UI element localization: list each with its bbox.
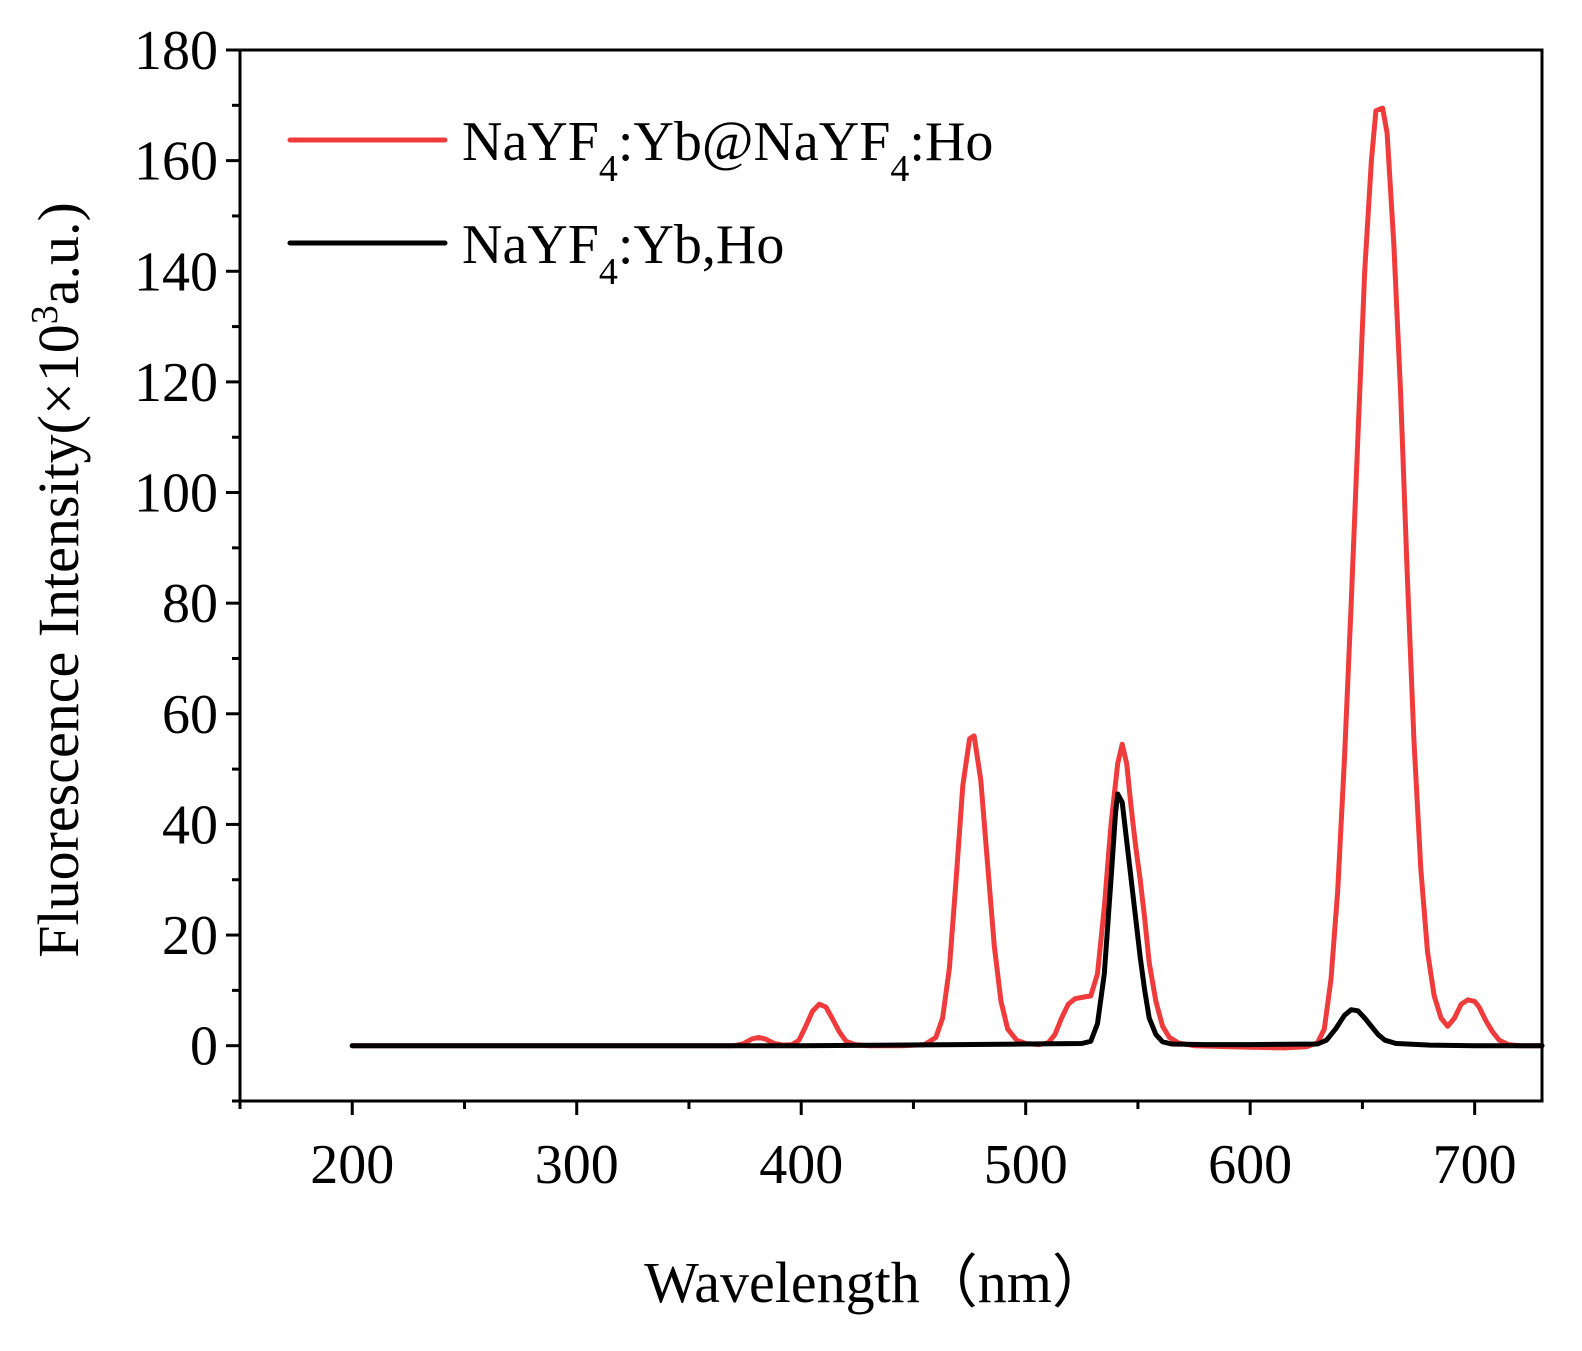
y-tick-label: 140 [134, 241, 218, 303]
y-axis-title-prefix: Fluorescence Intensity(×10 [26, 324, 91, 957]
x-axis-title: Wavelength（nm） [644, 1250, 1110, 1315]
legend-subscript: 4 [890, 148, 909, 190]
y-tick-label: 80 [162, 573, 218, 635]
y-tick-label: 160 [134, 131, 218, 193]
series-layer [349, 105, 1545, 1051]
x-tick-label: 400 [759, 1134, 843, 1196]
legend-text: :Yb,Ho [618, 214, 784, 276]
y-tick-label: 0 [190, 1016, 218, 1078]
y-axis-title-sup: 3 [24, 305, 66, 324]
x-tick-label: 600 [1208, 1134, 1292, 1196]
legend-text: :Ho [909, 111, 993, 173]
legend-text: NaYF [462, 214, 599, 276]
series-line-1 [349, 105, 1545, 1051]
legend-label-1: NaYF4:Yb@NaYF4:Ho [462, 111, 993, 190]
y-axis-title-suffix: a.u.) [26, 202, 91, 305]
axes-layer: 200 300 400 500 600 700 0 20 40 60 80 100 120 140 160 1… [134, 20, 1544, 1196]
y-tick-label: 20 [162, 905, 218, 967]
legend-text: :Yb@NaYF [618, 111, 890, 173]
y-axis-title: Fluorescence Intensity(×103a.u.) [24, 202, 91, 958]
series-line-2 [349, 791, 1545, 1049]
y-tick-label: 40 [162, 794, 218, 856]
x-tick-label: 700 [1433, 1134, 1517, 1196]
y-tick-label: 100 [134, 463, 218, 525]
plot-frame [238, 48, 1544, 1103]
legend-text: NaYF [462, 111, 599, 173]
y-tick-label: 60 [162, 684, 218, 746]
x-tick-label: 500 [984, 1134, 1068, 1196]
x-tick-label: 300 [535, 1134, 619, 1196]
y-tick-label: 180 [134, 20, 218, 82]
legend-subscript: 4 [599, 148, 618, 190]
x-tick-label: 200 [310, 1134, 394, 1196]
y-tick-label: 120 [134, 352, 218, 414]
legend-subscript: 4 [599, 251, 618, 293]
legend-label-2: NaYF4:Yb,Ho [462, 214, 784, 293]
